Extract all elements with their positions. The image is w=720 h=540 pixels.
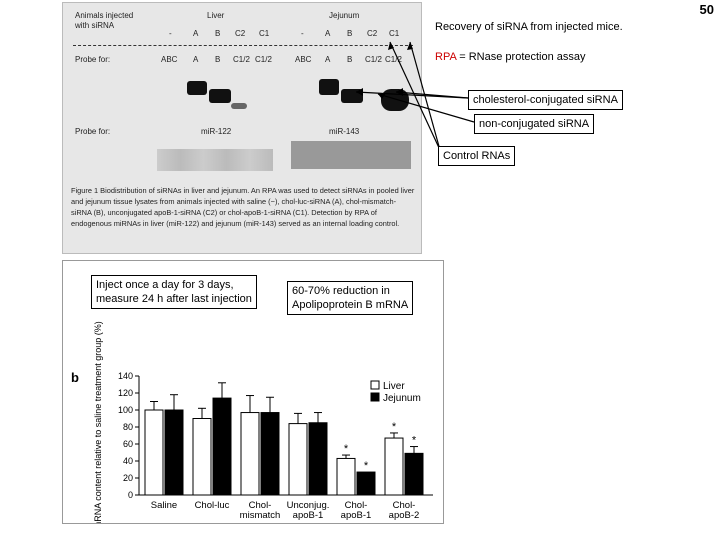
x-tick-label: Unconjug. [287, 500, 330, 511]
figure1-gel-image: Animals injected with siRNA Liver Jejunu… [62, 2, 422, 254]
y-axis-label: apoB mRNA content relative to saline tre… [93, 321, 103, 523]
x-tick-label: apoB-1 [293, 510, 324, 521]
arrowhead [388, 42, 394, 50]
x-tick-label: Chol- [249, 500, 272, 511]
legend-swatch [370, 392, 380, 402]
liver-lane-label: C1 [259, 29, 270, 38]
y-tick-label: 60 [123, 439, 133, 449]
liver-lane-label: B [215, 29, 221, 38]
significance-marker: * [364, 460, 369, 472]
bar-jejunum [260, 412, 280, 496]
arrow-line [355, 91, 469, 99]
figure1b-panel: Inject once a day for 3 days, measure 24… [62, 260, 444, 524]
arrowhead [356, 88, 363, 96]
gel-band [319, 79, 339, 95]
probe-jejunum-label: A [325, 55, 331, 64]
significance-marker: * [344, 443, 349, 455]
bar-liver [192, 418, 212, 496]
arrowhead [378, 93, 386, 99]
y-tick-label: 140 [118, 371, 133, 381]
significance-marker: * [392, 421, 397, 433]
x-tick-label: apoB-2 [389, 510, 420, 521]
animals-injected-label: Animals injected with siRNA [75, 11, 134, 30]
probe-liver-label: A [193, 55, 199, 64]
bar-liver [240, 412, 260, 496]
cholesterol-conjugated-callout: cholesterol-conjugated siRNA [468, 90, 623, 110]
probe-label: Probe for: [75, 55, 111, 64]
y-tick-label: 80 [123, 422, 133, 432]
y-tick-label: 20 [123, 473, 133, 483]
rpa-abbreviation: RPA [435, 51, 457, 63]
probe-jejunum-label: C1/2 [365, 55, 382, 64]
apob-bar-chart: b apoB mRNA content relative to saline tr… [71, 321, 433, 523]
gel-band [187, 81, 207, 95]
y-tick-label: 40 [123, 456, 133, 466]
probe-liver-label: B [215, 55, 221, 64]
rpa-definition: RPA = RNase protection assay [435, 50, 586, 65]
legend-label: Jejunum [383, 393, 421, 404]
gel-band [209, 89, 231, 103]
bar-liver [336, 457, 356, 496]
probe-mir122-label: miR-122 [201, 127, 232, 136]
non-conjugated-callout: non-conjugated siRNA [474, 114, 595, 134]
figure1-caption: Figure 1 Biodistribution of siRNAs in li… [71, 186, 415, 228]
recovery-title: Recovery of siRNA from injected mice. [435, 21, 623, 33]
jejunum-lane-label: B [347, 29, 353, 38]
slide-number: 50 [699, 2, 714, 17]
y-tick-label: 100 [118, 405, 133, 415]
bar-jejunum [308, 422, 328, 496]
arrowhead [396, 88, 403, 96]
panel-label: b [71, 370, 79, 385]
significance-marker: * [412, 435, 417, 447]
x-tick-label: Chol- [345, 500, 368, 511]
x-tick-label: Chol- [393, 500, 416, 511]
probe-liver-label: C1/2 [233, 55, 250, 64]
legend-swatch [370, 380, 380, 390]
liver-lane-label: - [169, 29, 172, 38]
bar-liver [144, 409, 164, 496]
control-rnas-callout: Control RNAs [438, 146, 516, 166]
y-tick-label: 120 [118, 388, 133, 398]
legend-label: Liver [383, 381, 405, 392]
probe-jejunum-label: B [347, 55, 353, 64]
probe-mir143-label: miR-143 [329, 127, 360, 136]
loading-control-strip [157, 149, 273, 171]
x-tick-label: mismatch [240, 510, 281, 521]
probe-liver-label: ABC [161, 55, 178, 64]
bar-liver [384, 437, 404, 496]
x-tick-label: apoB-1 [341, 510, 372, 521]
jejunum-lane-label: A [325, 29, 331, 38]
reduction-note: 60-70% reduction in Apolipoprotein B mRN… [287, 281, 414, 315]
probe-jejunum-label: C1/2 [385, 55, 402, 64]
arrow-line [377, 93, 475, 123]
dashed-divider [73, 45, 413, 46]
bar-liver [288, 423, 308, 496]
gel-band [231, 103, 247, 109]
probe-label: Probe for: [75, 127, 111, 136]
liver-lane-label: C2 [235, 29, 246, 38]
bar-jejunum [164, 409, 184, 496]
y-tick-label: 0 [128, 490, 133, 500]
jejunum-lane-label: - [301, 29, 304, 38]
loading-control-strip [291, 141, 411, 169]
liver-lane-label: A [193, 29, 199, 38]
liver-title: Liver [207, 11, 225, 20]
probe-jejunum-label: ABC [295, 55, 312, 64]
jejunum-lane-label: C1 [389, 29, 400, 38]
arrow-line [409, 41, 441, 151]
bar-jejunum [356, 471, 376, 496]
probe-liver-label: C1/2 [255, 55, 272, 64]
inject-schedule-note: Inject once a day for 3 days, measure 24… [91, 275, 257, 309]
arrowhead [407, 42, 413, 50]
bar-jejunum [404, 452, 424, 496]
x-tick-label: Chol-luc [195, 500, 230, 511]
jejunum-lane-label: C2 [367, 29, 378, 38]
arrow-line [389, 41, 441, 151]
rpa-definition-text: = RNase protection assay [456, 51, 586, 63]
bar-jejunum [212, 397, 232, 496]
jejunum-title: Jejunum [329, 11, 360, 20]
x-tick-label: Saline [151, 500, 177, 511]
